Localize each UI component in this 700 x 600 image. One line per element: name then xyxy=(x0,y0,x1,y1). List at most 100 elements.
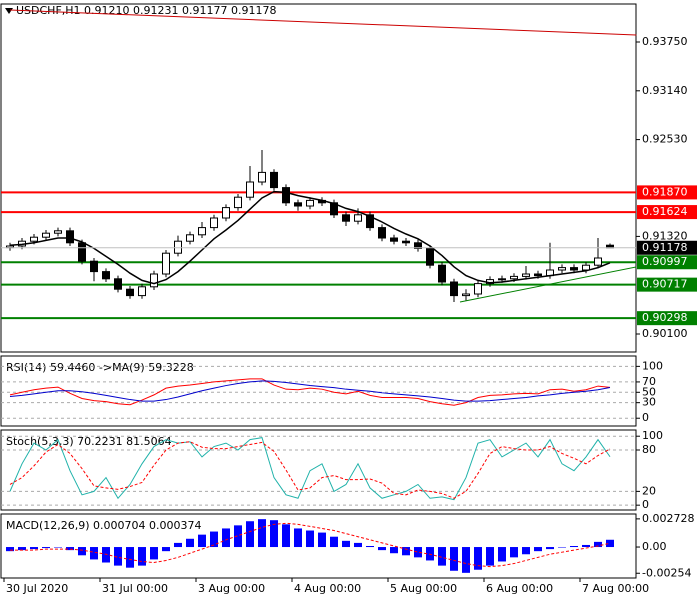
macd-bar xyxy=(426,547,434,561)
candle-body xyxy=(474,283,482,295)
y-tick-label: 80 xyxy=(642,443,656,456)
pane-frame xyxy=(0,3,637,353)
pane-title: USDCHF,H1 0.91210 0.91231 0.91177 0.9117… xyxy=(16,4,277,17)
level-tag xyxy=(637,185,697,200)
candle-body xyxy=(510,275,518,280)
macd-bar xyxy=(558,547,566,548)
x-tick-label: 5 Aug 00:00 xyxy=(390,582,457,595)
indicator-line xyxy=(9,190,611,285)
candle-body xyxy=(66,230,74,244)
macd-bar xyxy=(162,547,170,552)
macd-bar xyxy=(126,547,134,568)
macd-bar xyxy=(66,547,74,551)
candle-body xyxy=(594,257,602,266)
macd-bar xyxy=(522,547,530,555)
candle-body xyxy=(30,236,38,242)
pane-frame xyxy=(0,355,637,427)
candle-body xyxy=(222,207,230,219)
y-tick-label: 0 xyxy=(642,411,649,424)
pane-title: Stoch(5,3,3) 70.2231 81.5064 xyxy=(6,435,172,448)
candle-body xyxy=(534,273,542,277)
macd-bar xyxy=(306,530,314,548)
candle-body xyxy=(414,242,422,249)
candle-body xyxy=(198,227,206,236)
y-tick-label: 70 xyxy=(642,375,656,388)
macd-bar xyxy=(270,520,278,548)
candle-body xyxy=(270,171,278,189)
level-tag xyxy=(637,277,697,292)
macd-bar xyxy=(462,547,470,573)
macd-bar xyxy=(18,547,26,551)
macd-bar xyxy=(354,542,362,548)
candle-body xyxy=(186,234,194,242)
candle-body xyxy=(42,232,50,238)
candle-body xyxy=(570,267,578,271)
menu-triangle xyxy=(5,8,13,14)
indicator-line xyxy=(9,437,611,501)
x-tick-label: 6 Aug 00:00 xyxy=(486,582,553,595)
y-tick-label: 0.93750 xyxy=(642,35,688,48)
candle-body xyxy=(246,181,254,198)
candle-body xyxy=(126,288,134,297)
macd-bar xyxy=(54,547,62,548)
macd-bar xyxy=(246,521,254,548)
macd-bar xyxy=(294,528,302,548)
candle-body xyxy=(366,214,374,229)
last-price-tag xyxy=(637,240,697,255)
macd-bar xyxy=(438,547,446,566)
candle-body xyxy=(78,242,86,262)
macd-bar xyxy=(30,547,38,550)
candle-body xyxy=(258,171,266,183)
macd-bar xyxy=(210,531,218,548)
y-tick-label: 0.90100 xyxy=(642,327,688,340)
y-tick-label: 20 xyxy=(642,484,656,497)
candle-body xyxy=(234,196,242,209)
macd-bar xyxy=(174,542,182,548)
x-tick-label: 31 Jul 00:00 xyxy=(102,582,168,595)
candle-body xyxy=(174,240,182,254)
indicator-line xyxy=(9,378,611,406)
candle-body xyxy=(354,214,362,222)
level-label: 0.90298 xyxy=(642,311,688,324)
candle-body xyxy=(54,230,62,234)
level-tag xyxy=(637,255,697,270)
macd-bar xyxy=(234,525,242,548)
candle-body xyxy=(582,264,590,271)
y-tick-label: 100 xyxy=(642,429,663,442)
level-label: 0.90997 xyxy=(642,255,688,268)
x-tick-label: 4 Aug 00:00 xyxy=(294,582,361,595)
candle-body xyxy=(162,252,170,275)
macd-bar xyxy=(378,547,386,551)
level-label: 0.91624 xyxy=(642,205,688,218)
macd-bar xyxy=(330,536,338,548)
y-tick-label: 0.00 xyxy=(642,540,667,553)
candle-body xyxy=(150,273,158,288)
macd-bar xyxy=(138,547,146,566)
candle-body xyxy=(114,278,122,290)
macd-bar xyxy=(414,547,422,558)
y-tick-label: -0.00254 xyxy=(642,566,691,579)
macd-bar xyxy=(150,547,158,560)
candle-body xyxy=(342,214,350,222)
indicator-line xyxy=(9,441,611,499)
macd-bar xyxy=(198,534,206,548)
macd-bar xyxy=(510,547,518,558)
indicator-line xyxy=(10,522,611,568)
macd-bar xyxy=(282,524,290,548)
macd-bar xyxy=(6,547,14,552)
last-price-label: 0.91178 xyxy=(642,241,688,254)
macd-bar xyxy=(606,539,614,548)
y-tick-label: 100 xyxy=(642,359,663,372)
macd-bar xyxy=(450,547,458,571)
trend-line xyxy=(9,9,637,36)
candle-body xyxy=(450,281,458,297)
x-tick-label: 30 Jul 2020 xyxy=(6,582,68,595)
pane-title: RSI(14) 59.4460 ->MA(9) 59.3228 xyxy=(6,361,194,374)
candle-body xyxy=(330,202,338,216)
macd-bar xyxy=(570,546,578,548)
macd-bar xyxy=(342,540,350,548)
indicator-line xyxy=(9,380,611,402)
macd-bar xyxy=(186,538,194,548)
level-tag xyxy=(637,311,697,326)
